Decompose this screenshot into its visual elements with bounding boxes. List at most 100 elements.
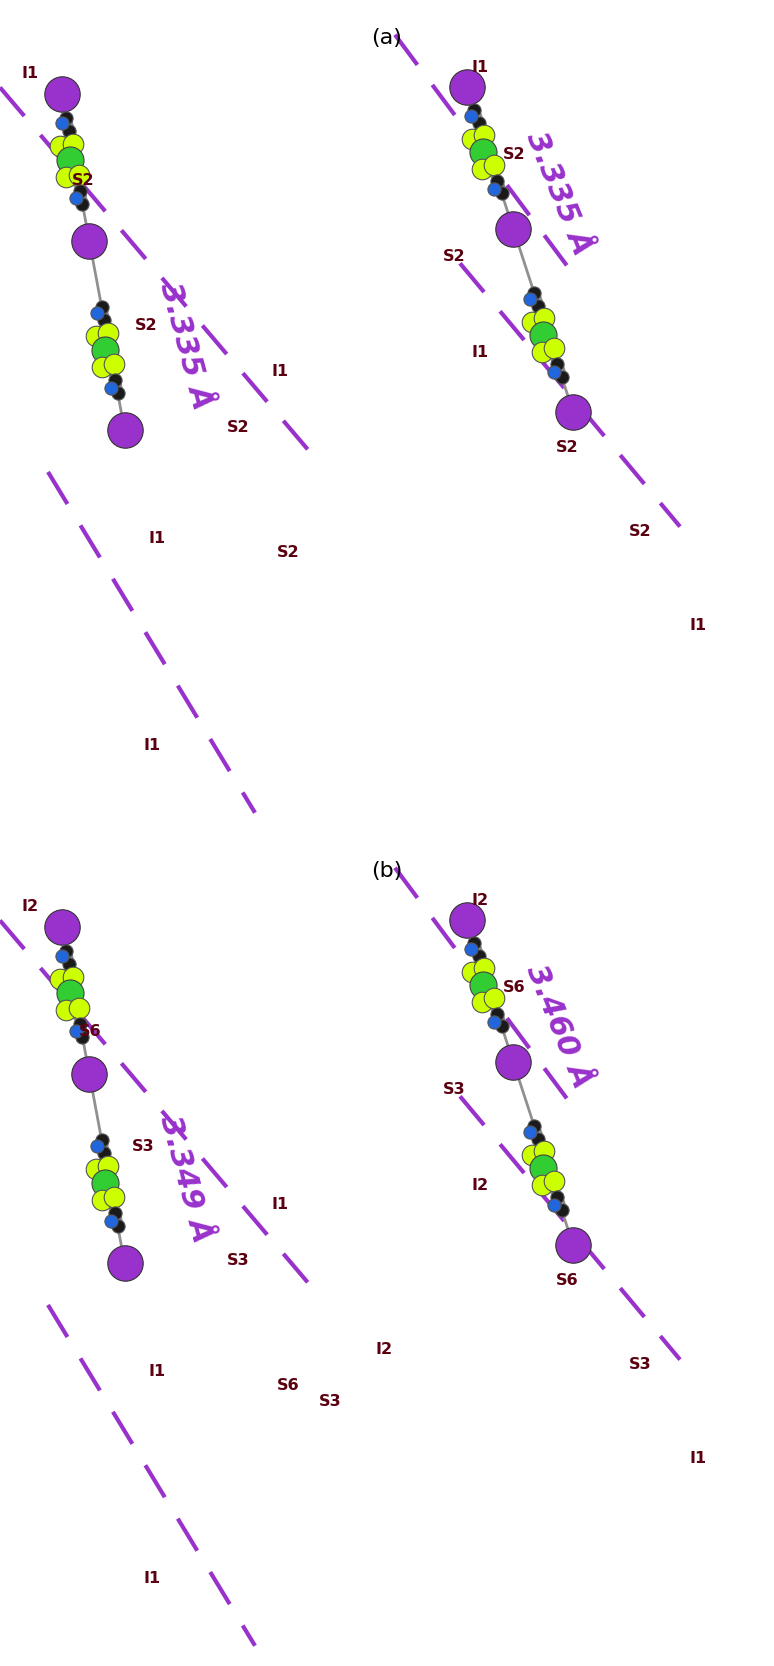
Point	[73, 162, 85, 188]
Point	[70, 1018, 82, 1045]
Point	[98, 307, 111, 333]
Point	[108, 352, 120, 378]
Point	[54, 133, 67, 160]
Point	[533, 1126, 545, 1153]
Text: S6: S6	[276, 1378, 300, 1393]
Point	[74, 177, 86, 203]
Point	[109, 1200, 122, 1226]
Point	[63, 118, 75, 145]
Point	[111, 1213, 124, 1240]
Point	[95, 1126, 108, 1153]
Point	[98, 1140, 111, 1166]
Text: S3: S3	[443, 1081, 465, 1096]
Point	[478, 122, 491, 148]
Point	[60, 996, 73, 1023]
Text: S3: S3	[132, 1140, 154, 1155]
Point	[95, 353, 108, 380]
Point	[56, 82, 68, 108]
Point	[528, 280, 540, 307]
Text: I1: I1	[272, 1198, 289, 1213]
Text: S2: S2	[72, 173, 94, 188]
Point	[56, 943, 68, 970]
Point	[56, 915, 68, 941]
Point	[60, 105, 73, 132]
Text: 3.335 Å: 3.335 Å	[520, 128, 596, 260]
Point	[73, 995, 85, 1021]
Point	[60, 163, 73, 190]
Point	[488, 152, 501, 178]
Point	[472, 943, 485, 970]
Point	[464, 936, 477, 963]
Point	[556, 1196, 568, 1223]
Text: (b): (b)	[372, 861, 402, 881]
Point	[102, 1153, 115, 1180]
Point	[468, 97, 481, 123]
Point	[83, 227, 95, 253]
Point	[507, 215, 519, 242]
Point	[548, 1191, 560, 1218]
Point	[99, 1170, 111, 1196]
Point	[551, 350, 563, 377]
Text: I2: I2	[471, 893, 488, 908]
Text: S2: S2	[276, 545, 300, 560]
Point	[54, 966, 67, 993]
Point	[464, 103, 477, 130]
Point	[77, 1023, 89, 1050]
Point	[478, 955, 491, 981]
Point	[468, 930, 481, 956]
Text: I1: I1	[690, 618, 707, 633]
Point	[109, 367, 122, 393]
Point	[478, 138, 490, 165]
Point	[77, 190, 89, 217]
Text: I1: I1	[149, 531, 166, 546]
Text: I2: I2	[471, 1178, 488, 1193]
Text: I1: I1	[143, 738, 160, 753]
Point	[91, 1133, 103, 1160]
Point	[67, 130, 79, 157]
Point	[95, 293, 108, 320]
Text: (a): (a)	[372, 28, 402, 48]
Text: S2: S2	[628, 525, 651, 540]
Point	[488, 1008, 501, 1035]
Point	[526, 308, 539, 335]
Point	[472, 110, 485, 137]
Point	[551, 1183, 563, 1210]
Text: I1: I1	[22, 67, 39, 82]
Point	[488, 175, 501, 202]
Point	[491, 167, 504, 193]
Text: S2: S2	[502, 147, 526, 162]
Text: S2: S2	[227, 420, 249, 435]
Text: I1: I1	[471, 60, 488, 75]
Point	[56, 110, 68, 137]
Point	[495, 1013, 508, 1040]
Text: S3: S3	[319, 1394, 341, 1409]
Text: 3.335 Å: 3.335 Å	[154, 278, 216, 413]
Point	[548, 358, 560, 385]
Point	[63, 980, 76, 1006]
Point	[466, 958, 478, 985]
Point	[466, 125, 478, 152]
Point	[67, 963, 79, 990]
Point	[536, 338, 548, 365]
Text: S2: S2	[556, 440, 578, 455]
Text: I2: I2	[375, 1343, 392, 1358]
Point	[70, 185, 82, 212]
Text: I1: I1	[272, 365, 289, 380]
Point	[548, 335, 560, 362]
Text: S3: S3	[227, 1253, 249, 1268]
Point	[537, 1155, 550, 1181]
Point	[90, 1155, 102, 1181]
Point	[105, 375, 118, 402]
Point	[111, 380, 124, 407]
Point	[74, 1010, 86, 1036]
Text: I1: I1	[143, 1571, 160, 1586]
Point	[90, 322, 102, 348]
Text: S2: S2	[443, 248, 465, 263]
Point	[537, 322, 550, 348]
Point	[548, 1168, 560, 1195]
Point	[476, 990, 488, 1016]
Point	[526, 1141, 539, 1168]
Point	[91, 300, 103, 327]
Text: I1: I1	[690, 1451, 707, 1466]
Point	[491, 1000, 504, 1026]
